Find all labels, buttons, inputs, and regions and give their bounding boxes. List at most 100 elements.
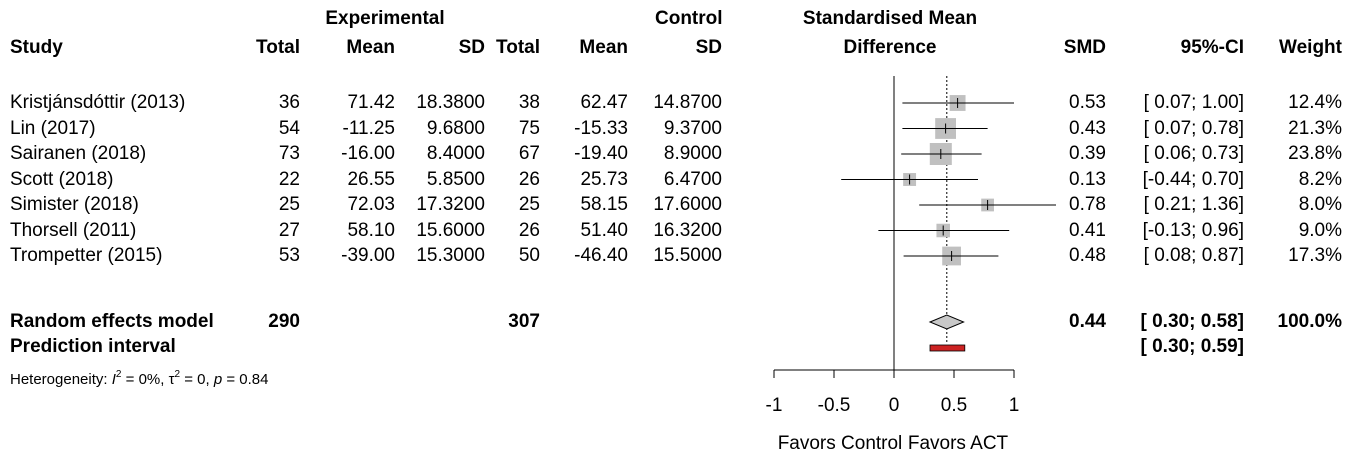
exp-mean: 71.42: [347, 92, 395, 113]
header-experimental: Experimental: [325, 8, 445, 29]
header-control: Control: [655, 8, 723, 29]
exp-total: 54: [278, 117, 300, 139]
ci-value: [-0.44; 0.70]: [1142, 168, 1244, 190]
header-weight: Weight: [1279, 37, 1342, 58]
exp-total: 25: [278, 194, 300, 215]
smd-value: 0.13: [1069, 168, 1106, 190]
ctrl-mean: -19.40: [574, 143, 628, 164]
heterogeneity-prefix: Heterogeneity:: [10, 371, 112, 388]
smd-value: 0.53: [1069, 92, 1106, 113]
exp-sd: 18.3800: [416, 92, 485, 113]
ctrl-sd: 6.4700: [663, 168, 722, 190]
header-study: Study: [10, 37, 63, 58]
smd-value: 0.78: [1069, 194, 1106, 215]
study-name: Trompetter (2015): [10, 245, 163, 266]
ci-value: [-0.13; 0.96]: [1142, 219, 1244, 241]
exp-total: 73: [278, 143, 300, 164]
ctrl-sd: 8.9000: [663, 143, 722, 164]
header-ci: 95%-CI: [1180, 37, 1244, 58]
study-name: Sairanen (2018): [10, 143, 147, 164]
ctrl-mean: 58.15: [580, 194, 628, 215]
heterogeneity-text: Heterogeneity: I2 = 0%, τ2 = 0, p = 0.84: [10, 366, 269, 389]
ci-value: [ 0.07; 1.00]: [1143, 92, 1244, 113]
random-effects-weight: 100.0%: [1277, 311, 1342, 332]
exp-mean: 72.03: [347, 194, 395, 215]
ctrl-total: 50: [518, 245, 540, 266]
p-symbol: p: [213, 371, 223, 388]
x-tick-label: 0: [889, 395, 900, 416]
header-ctrl-sd: SD: [695, 37, 722, 58]
favors-act-label: Favors ACT: [908, 433, 1009, 454]
weight-value: 17.3%: [1288, 245, 1342, 266]
prediction-interval-label: Prediction interval: [10, 336, 176, 357]
ctrl-total: 75: [518, 117, 540, 139]
ci-value: [ 0.06; 0.73]: [1143, 143, 1244, 164]
i2-exponent: 2: [115, 369, 122, 380]
x-tick-label: 0.5: [941, 395, 967, 416]
ctrl-total: 26: [518, 168, 540, 190]
exp-sd: 9.6800: [426, 117, 485, 139]
smd-value: 0.39: [1069, 143, 1106, 164]
exp-mean: -16.00: [341, 143, 395, 164]
ctrl-mean: -15.33: [574, 117, 628, 139]
exp-sd: 5.8500: [426, 168, 485, 190]
exp-mean: 58.10: [347, 219, 395, 241]
i2-value: = 0%,: [121, 371, 169, 388]
weight-value: 8.0%: [1298, 194, 1342, 215]
weight-value: 8.2%: [1298, 168, 1342, 190]
exp-sd: 8.4000: [426, 143, 485, 164]
exp-sd: 17.3200: [416, 194, 485, 215]
ctrl-sd: 17.6000: [653, 194, 722, 215]
smd-value: 0.41: [1069, 219, 1106, 241]
exp-total: 22: [278, 168, 300, 190]
ctrl-total: 38: [518, 92, 540, 113]
weight-value: 9.0%: [1298, 219, 1342, 241]
prediction-interval-bar: [929, 344, 966, 352]
exp-mean: -39.00: [341, 245, 395, 266]
tau-value: = 0,: [180, 371, 214, 388]
favors-control-label: Favors Control: [778, 433, 903, 454]
header-exp-total: Total: [256, 37, 300, 58]
pooled-diamond: [928, 314, 965, 330]
ctrl-total: 25: [518, 194, 540, 215]
ctrl-total: 26: [518, 219, 540, 241]
header-ctrl-mean: Mean: [579, 37, 628, 58]
exp-sd: 15.3000: [416, 245, 485, 266]
tau-symbol: τ: [168, 371, 175, 388]
header-smd-title-2: Difference: [843, 37, 937, 58]
prediction-interval-ci: [ 0.30; 0.59]: [1140, 336, 1245, 357]
header-exp-sd: SD: [458, 37, 485, 58]
smd-value: 0.48: [1069, 245, 1106, 266]
exp-total: 36: [278, 92, 300, 113]
header-smd-title-1: Standardised Mean: [802, 8, 978, 29]
ctrl-sd: 14.8700: [653, 92, 722, 113]
x-tick-label: 1: [1009, 395, 1020, 416]
random-effects-exp-total: 290: [268, 311, 300, 332]
ctrl-total: 67: [518, 143, 540, 164]
exp-sd: 15.6000: [416, 219, 485, 241]
study-name: Scott (2018): [10, 168, 114, 190]
random-effects-smd: 0.44: [1069, 311, 1106, 332]
study-name: Thorsell (2011): [10, 219, 137, 241]
x-tick-label: -0.5: [818, 395, 851, 416]
header-exp-mean: Mean: [346, 37, 395, 58]
random-effects-label: Random effects model: [10, 311, 214, 332]
exp-mean: 26.55: [347, 168, 395, 190]
ctrl-mean: -46.40: [574, 245, 628, 266]
random-effects-ci: [ 0.30; 0.58]: [1140, 311, 1245, 332]
random-effects-ctrl-total: 307: [508, 311, 540, 332]
ctrl-mean: 51.40: [580, 219, 628, 241]
ctrl-mean: 25.73: [580, 168, 628, 190]
weight-value: 21.3%: [1288, 117, 1342, 139]
smd-value: 0.43: [1069, 117, 1106, 139]
ctrl-sd: 9.3700: [663, 117, 722, 139]
p-value: = 0.84: [222, 371, 269, 388]
ci-value: [ 0.08; 0.87]: [1143, 245, 1244, 266]
study-name: Simister (2018): [10, 194, 139, 215]
ci-value: [ 0.07; 0.78]: [1143, 117, 1244, 139]
ctrl-sd: 15.5000: [653, 245, 722, 266]
tau-exponent: 2: [174, 369, 181, 380]
weight-value: 12.4%: [1288, 92, 1342, 113]
exp-total: 53: [278, 245, 300, 266]
